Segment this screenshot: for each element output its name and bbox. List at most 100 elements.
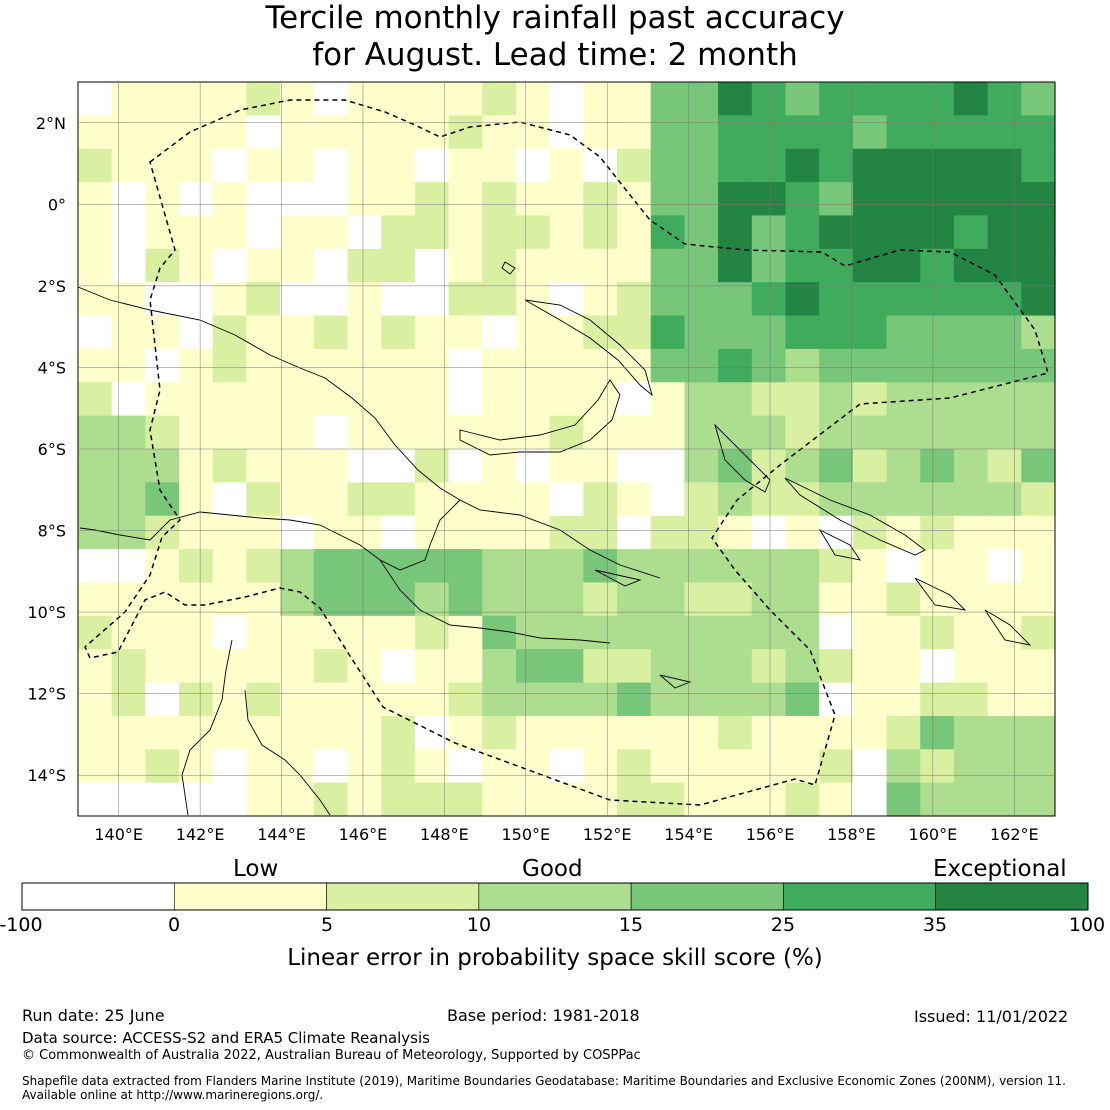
skill-cell: [280, 282, 315, 317]
skill-cell: [852, 749, 888, 784]
skill-cell: [920, 515, 955, 550]
skill-cell: [347, 315, 382, 350]
skill-cell: [280, 582, 315, 617]
shapefile-credit-line2: Available online at http://www.marinereg…: [22, 1088, 324, 1102]
skill-cell: [145, 382, 180, 417]
skill-cell: [414, 248, 450, 283]
skill-cell: [617, 182, 652, 217]
skill-cell: [852, 715, 888, 750]
skill-cell: [78, 682, 113, 717]
skill-cell: [111, 348, 146, 383]
skill-cell: [179, 715, 214, 750]
lat-tick-label: 4°S: [38, 358, 66, 377]
skill-cell: [987, 582, 1022, 617]
skill-cell: [751, 182, 787, 217]
coastline-admiralty: [501, 261, 516, 275]
coastline-louisiade: [594, 569, 692, 689]
skill-cell: [987, 649, 1022, 684]
skill-cell: [246, 182, 281, 217]
skill-cell: [111, 682, 146, 717]
skill-cell: [179, 82, 214, 116]
skill-cell: [684, 315, 719, 350]
skill-cell: [448, 348, 483, 383]
skill-cell: [852, 549, 888, 584]
skill-cell: [111, 449, 146, 483]
skill-cell: [751, 415, 787, 450]
skill-cell: [78, 615, 113, 650]
skill-cell: [313, 515, 349, 550]
skill-cell: [145, 415, 180, 450]
skill-cell: [347, 582, 382, 617]
skill-cell: [785, 82, 820, 116]
skill-cell: [414, 282, 450, 317]
skill-cell: [987, 549, 1022, 584]
skill-cell: [953, 682, 989, 717]
skill-cell: [381, 615, 416, 650]
skill-cell: [179, 115, 214, 150]
skill-cell: [684, 215, 719, 250]
skill-cell: [246, 782, 281, 817]
lon-tick-label: 152°E: [583, 825, 632, 844]
skill-cell: [179, 515, 214, 550]
skill-cell: [1021, 315, 1056, 350]
skill-cell: [414, 682, 450, 717]
colorbar-tick: 35: [922, 914, 948, 936]
skill-cell: [1021, 115, 1056, 150]
skill-cell: [482, 348, 517, 383]
skill-cell: [111, 482, 146, 517]
skill-cell: [313, 615, 349, 650]
skill-cell: [448, 582, 483, 617]
skill-cell: [1021, 715, 1056, 750]
skill-cell: [179, 382, 214, 417]
skill-cell: [549, 348, 584, 383]
skill-cell: [313, 182, 349, 217]
skill-cell: [212, 615, 248, 650]
skill-cell: [246, 749, 281, 784]
skill-cell: [549, 649, 584, 684]
skill-cell: [684, 749, 719, 784]
skill-cell: [718, 415, 753, 450]
skill-cell: [145, 749, 180, 784]
skill-cell: [852, 348, 888, 383]
skill-cell: [111, 549, 146, 584]
skill-cell: [212, 348, 248, 383]
skill-cell: [617, 615, 652, 650]
skill-cell: [212, 449, 248, 483]
skill-cell: [953, 782, 989, 817]
skill-cell: [785, 449, 820, 483]
lon-tick-label: 142°E: [176, 825, 225, 844]
skill-cell: [785, 248, 820, 283]
skill-cell: [482, 82, 517, 116]
lon-tick-label: 158°E: [827, 825, 876, 844]
skill-cell: [886, 282, 921, 317]
skill-cell: [920, 749, 955, 784]
skill-cell: [751, 782, 787, 817]
skill-cell: [515, 782, 551, 817]
skill-cell: [78, 715, 113, 750]
coastline-solomons: [784, 477, 1032, 646]
skill-cell: [583, 449, 618, 483]
skill-cell: [751, 215, 787, 250]
skill-cell: [515, 215, 551, 250]
skill-cell: [145, 549, 180, 584]
skill-cell: [751, 682, 787, 717]
skill-cell: [313, 549, 349, 584]
skill-cell: [650, 715, 686, 750]
skill-cell: [111, 715, 146, 750]
graticule: [78, 82, 1055, 816]
skill-cell: [819, 649, 854, 684]
skill-cell: [785, 515, 820, 550]
skill-cell: [852, 782, 888, 817]
coastline-new-guinea: [77, 286, 661, 579]
skill-cell: [819, 82, 854, 116]
skill-cell: [515, 515, 551, 550]
lat-tick-label: 10°S: [27, 603, 66, 622]
colorbar-category-low: Low: [233, 856, 279, 882]
skill-cell: [280, 682, 315, 717]
lon-tick-label: 162°E: [990, 825, 1039, 844]
skill-cell: [347, 215, 382, 250]
skill-cell: [212, 115, 248, 150]
lat-tick-label: 0°: [48, 195, 66, 214]
skill-cell: [583, 649, 618, 684]
map-title-line2: for August. Lead time: 2 month: [312, 37, 798, 73]
